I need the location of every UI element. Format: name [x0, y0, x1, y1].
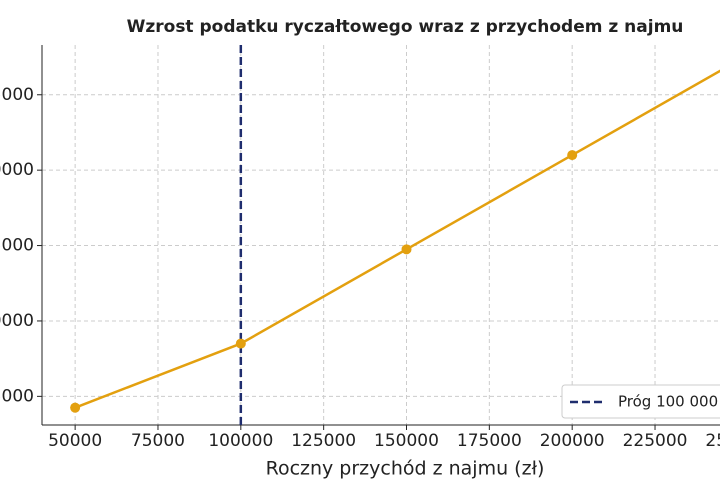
x-tick-label: 50000: [48, 431, 102, 451]
data-line: [74, 69, 720, 409]
y-tick-label: 10000: [0, 311, 34, 331]
x-tick-label: 150000: [374, 431, 439, 451]
x-tick-label: 175000: [457, 431, 522, 451]
legend-label: Próg 100 000 zł: [618, 393, 720, 411]
x-tick-label: 75000: [131, 431, 185, 451]
legend: Próg 100 000 zł: [561, 384, 720, 419]
x-tick-label: 250000: [705, 431, 720, 451]
x-tick-label: 200000: [540, 431, 605, 451]
y-tick-label: 20000: [0, 160, 34, 180]
data-point: [70, 402, 81, 413]
legend-frame: [561, 384, 720, 419]
x-tick-label: 125000: [291, 431, 356, 451]
x-tick-label: 225000: [623, 431, 688, 451]
y-tick-label: 15000: [0, 236, 34, 256]
y-tick-label: 5000: [0, 386, 34, 406]
data-point: [567, 150, 578, 161]
x-tick-label: 100000: [208, 431, 273, 451]
data-point: [235, 338, 246, 349]
x-axis-label: Roczny przychód z najmu (zł): [266, 458, 545, 480]
chart-title: Wzrost podatku ryczałtowego wraz z przyc…: [127, 17, 684, 37]
data-point: [401, 244, 412, 255]
y-tick-label: 25000: [0, 85, 34, 105]
